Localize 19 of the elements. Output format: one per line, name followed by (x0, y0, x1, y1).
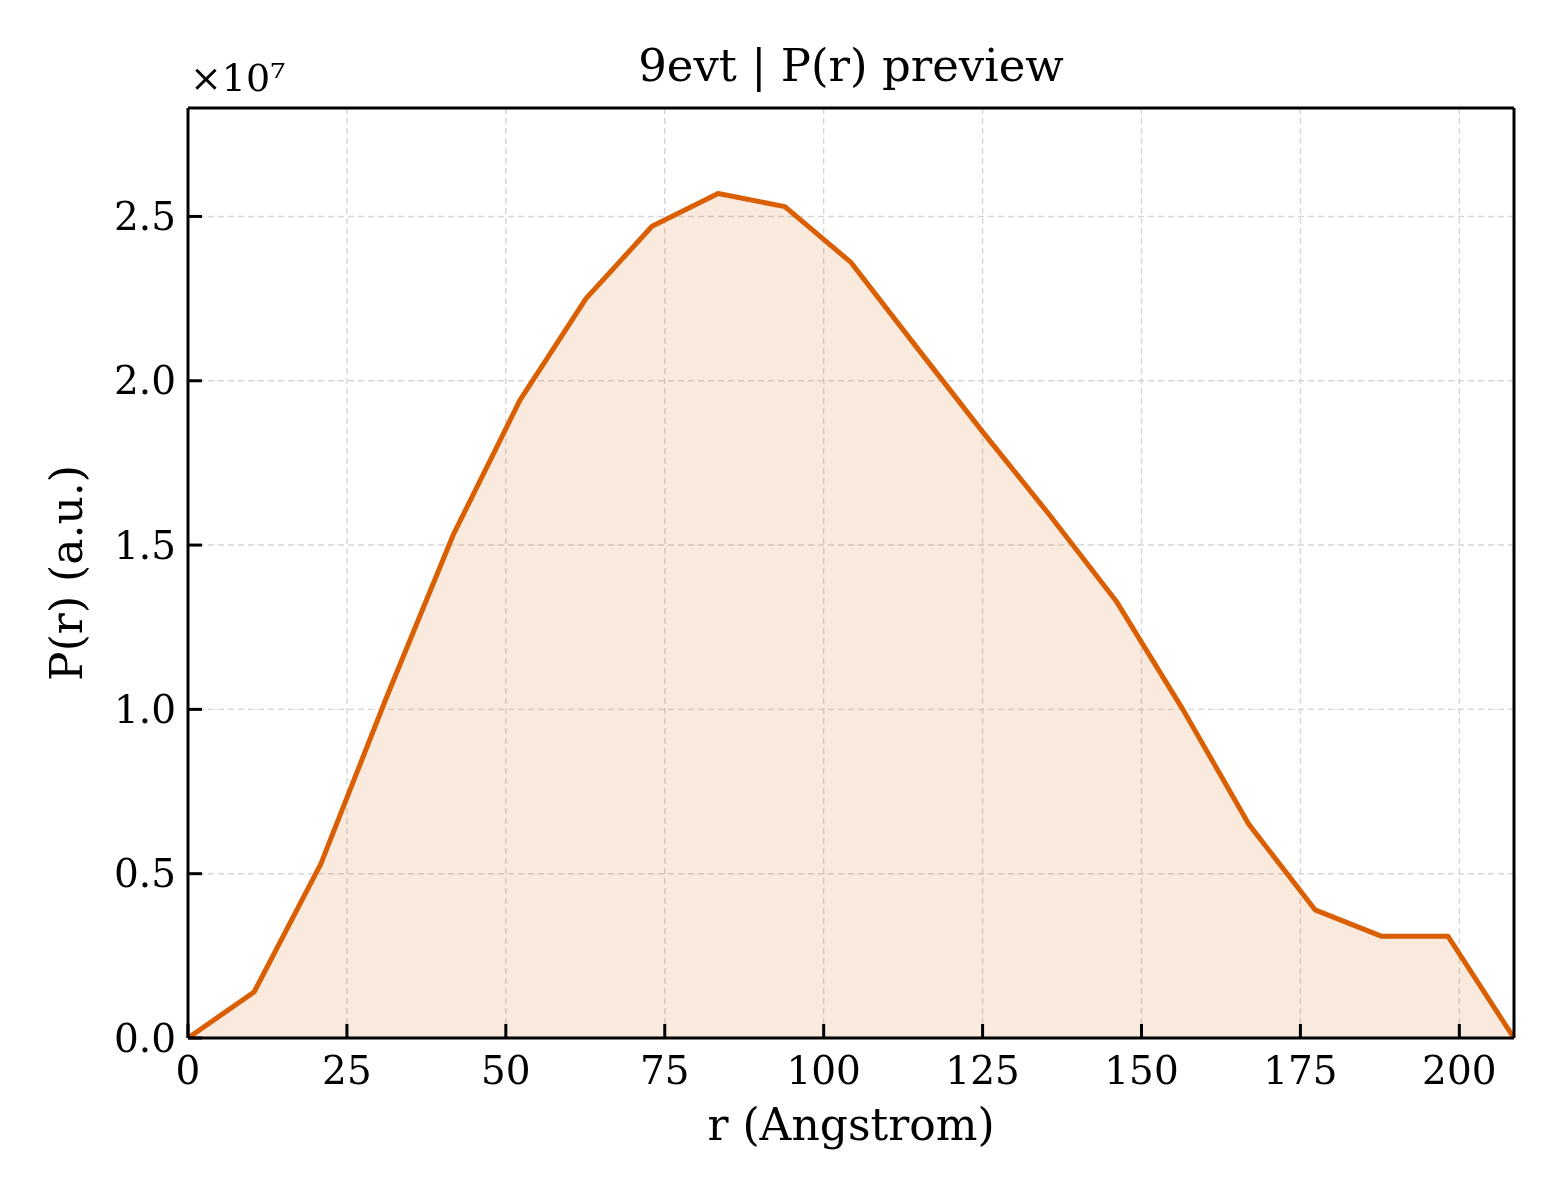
y-tick-label: 0.5 (113, 851, 176, 897)
x-tick-label: 50 (481, 1048, 531, 1093)
x-tick-label: 100 (786, 1048, 861, 1093)
y-tick-label: 1.0 (113, 686, 176, 732)
x-tick-label: 75 (639, 1048, 690, 1093)
x-tick-label: 25 (322, 1048, 372, 1093)
y-tick-label: 2.5 (113, 193, 176, 239)
x-axis-title: r (Angstrom) (706, 1099, 996, 1151)
y-axis-title: P(r) (a.u.) (40, 465, 93, 681)
y-tick-label: 1.5 (113, 522, 176, 568)
y-tick-label: 0.0 (113, 1015, 176, 1061)
text: ×10⁷ (190, 56, 286, 100)
x-tick-label: 125 (945, 1048, 1020, 1093)
x-tick-label: 200 (1422, 1048, 1497, 1093)
x-tick-label: 175 (1263, 1048, 1338, 1093)
y-tick-label: 2.0 (113, 358, 176, 404)
x-tick-label: 150 (1104, 1048, 1179, 1093)
x-tick-label: 0 (175, 1048, 201, 1093)
chart-title: 9evt | P(r) preview (638, 39, 1064, 92)
